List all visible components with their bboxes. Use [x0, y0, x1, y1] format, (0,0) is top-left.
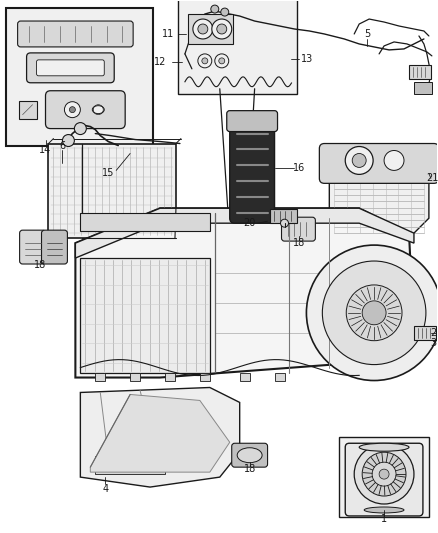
Bar — [178, 0, 297, 94]
Bar — [414, 82, 432, 94]
Circle shape — [198, 24, 208, 34]
Bar — [188, 14, 233, 44]
Circle shape — [280, 219, 289, 227]
Circle shape — [212, 19, 232, 39]
FancyBboxPatch shape — [20, 230, 46, 264]
Bar — [49, 143, 176, 238]
Bar — [339, 437, 429, 517]
Circle shape — [221, 8, 229, 16]
Text: 1: 1 — [381, 514, 387, 524]
Bar — [409, 65, 431, 79]
Bar — [240, 373, 250, 381]
Circle shape — [352, 154, 366, 167]
Text: 12: 12 — [154, 57, 166, 67]
Text: 18: 18 — [293, 238, 306, 248]
Circle shape — [69, 107, 75, 112]
Text: 20: 20 — [244, 218, 256, 228]
FancyBboxPatch shape — [319, 143, 438, 183]
FancyBboxPatch shape — [42, 230, 67, 264]
Bar — [95, 456, 165, 474]
Polygon shape — [80, 387, 240, 487]
Circle shape — [345, 147, 373, 174]
Polygon shape — [329, 158, 429, 238]
FancyBboxPatch shape — [36, 60, 104, 76]
Circle shape — [362, 301, 386, 325]
FancyBboxPatch shape — [230, 119, 275, 223]
Text: 18: 18 — [35, 260, 47, 270]
Circle shape — [198, 54, 212, 68]
Text: 21: 21 — [427, 173, 438, 183]
Circle shape — [74, 123, 86, 134]
Circle shape — [64, 102, 80, 118]
Bar — [269, 209, 297, 223]
Circle shape — [346, 285, 402, 341]
Polygon shape — [75, 208, 414, 377]
Bar — [130, 373, 140, 381]
Text: 13: 13 — [301, 54, 314, 64]
Bar — [165, 373, 175, 381]
Circle shape — [211, 5, 219, 13]
FancyBboxPatch shape — [282, 217, 315, 241]
Circle shape — [384, 150, 404, 171]
Polygon shape — [75, 208, 414, 258]
Text: 15: 15 — [102, 168, 114, 179]
Bar — [80, 213, 210, 231]
Text: 18: 18 — [244, 464, 256, 474]
Ellipse shape — [237, 448, 262, 463]
Circle shape — [202, 58, 208, 64]
Text: 16: 16 — [293, 164, 306, 173]
Polygon shape — [21, 24, 130, 44]
Circle shape — [372, 462, 396, 486]
FancyBboxPatch shape — [227, 111, 278, 132]
FancyBboxPatch shape — [46, 91, 125, 128]
Circle shape — [379, 469, 389, 479]
Circle shape — [362, 452, 406, 496]
FancyBboxPatch shape — [232, 443, 268, 467]
FancyBboxPatch shape — [18, 21, 133, 47]
Circle shape — [93, 104, 103, 115]
Bar — [275, 373, 285, 381]
Ellipse shape — [364, 507, 404, 513]
Ellipse shape — [359, 443, 409, 451]
Polygon shape — [90, 394, 230, 472]
Circle shape — [354, 444, 414, 504]
Bar — [19, 101, 36, 119]
Polygon shape — [80, 258, 210, 373]
Text: 4: 4 — [102, 484, 108, 494]
Circle shape — [193, 19, 213, 39]
Circle shape — [217, 24, 227, 34]
Bar — [95, 373, 105, 381]
Circle shape — [322, 261, 426, 365]
Bar — [200, 373, 210, 381]
Text: 3: 3 — [431, 338, 437, 348]
Circle shape — [307, 245, 438, 381]
Circle shape — [63, 134, 74, 147]
FancyBboxPatch shape — [27, 53, 114, 83]
Text: 2: 2 — [431, 328, 437, 338]
Circle shape — [215, 54, 229, 68]
Bar — [6, 8, 153, 146]
Circle shape — [219, 58, 225, 64]
Text: 6: 6 — [60, 141, 66, 150]
Text: 14: 14 — [39, 146, 52, 156]
Bar — [414, 326, 436, 340]
Text: 11: 11 — [162, 29, 174, 39]
Text: 5: 5 — [364, 29, 370, 39]
FancyBboxPatch shape — [345, 443, 423, 516]
